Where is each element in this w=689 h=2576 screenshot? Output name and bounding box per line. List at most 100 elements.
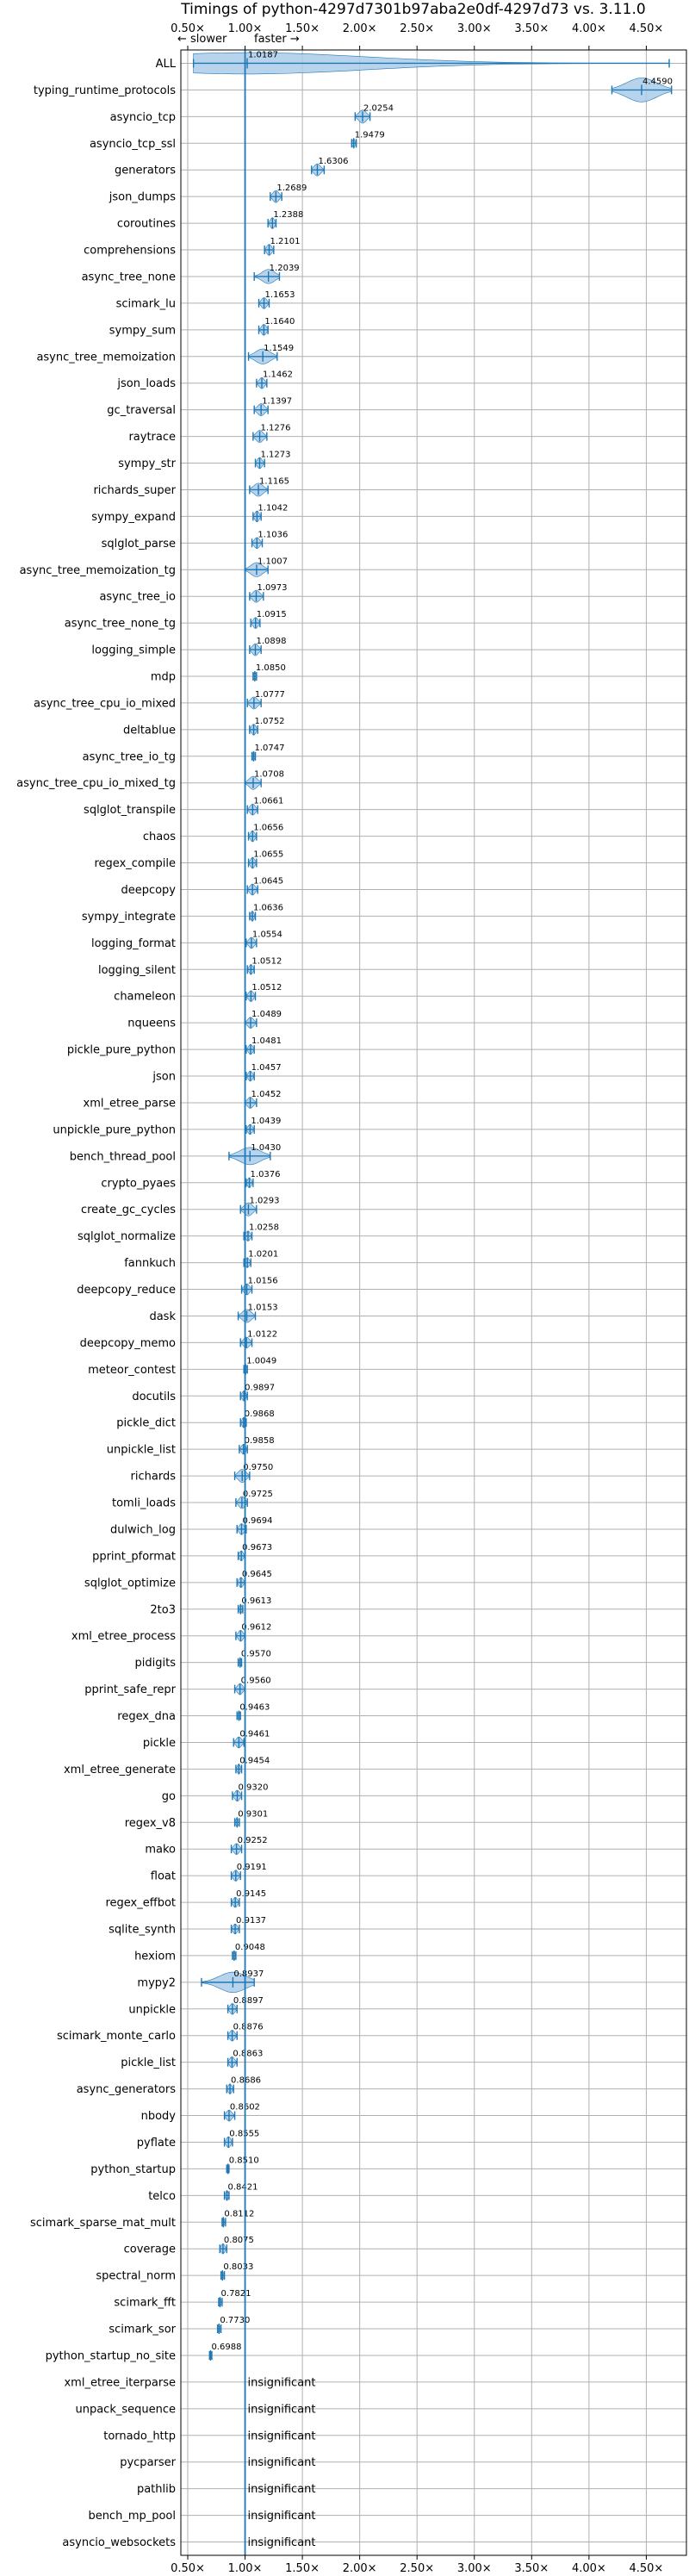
- category-label: sqlglot_parse: [102, 538, 176, 551]
- value-label: 1.0512: [251, 983, 282, 992]
- top-tick-label: 1.50×: [285, 22, 320, 35]
- category-label: nqueens: [127, 1017, 176, 1030]
- category-labels: ALL typing_runtime_protocols asyncio_tcpas…: [16, 58, 177, 2549]
- value-label: 1.0049: [246, 1356, 276, 1366]
- category-label: regex_effbot: [105, 1897, 176, 1910]
- value-label: 0.8112: [224, 2209, 254, 2218]
- value-label: 0.9137: [236, 1916, 266, 1926]
- value-label: 0.9673: [242, 1543, 272, 1552]
- value-label: 0.9897: [245, 1383, 275, 1392]
- plot-area: 1.0187 4.4590 2.0254 1.9479 1.6306 1.2689 1.23…: [192, 50, 673, 2555]
- value-label: 1.0457: [251, 1063, 282, 1073]
- violin-fannkuch: 1.0201: [243, 1250, 278, 1268]
- value-label: 1.0452: [251, 1090, 282, 1099]
- value-label: 0.9725: [243, 1490, 273, 1499]
- value-label: 1.0636: [253, 903, 283, 912]
- category-label: async_tree_memoization_tg: [20, 564, 176, 577]
- violin-nqueens: 1.0489: [244, 1010, 282, 1029]
- violin-xml_etree_process: 0.9612: [235, 1623, 271, 1642]
- category-label: sympy_str: [118, 457, 176, 470]
- violin-deltablue: 1.0752: [249, 717, 285, 736]
- category-label: generators: [115, 165, 176, 177]
- category-label: pycparser: [120, 2456, 176, 2469]
- violin-scimark_monte_carlo: 0.8876: [227, 2023, 264, 2042]
- violin-sqlglot_parse: 1.1036: [251, 530, 288, 550]
- category-label: deepcopy_memo: [80, 1337, 176, 1350]
- value-label: 1.2689: [276, 184, 307, 193]
- category-label: crypto_pyaes: [101, 1177, 176, 1190]
- violin-xml_etree_parse: 1.0452: [244, 1090, 282, 1109]
- value-label: 1.2039: [270, 264, 300, 273]
- insignificant-label: insignificant: [248, 2483, 316, 2496]
- category-label: regex_dna: [117, 1710, 176, 1723]
- category-label: xml_etree_iterparse: [64, 2376, 176, 2389]
- category-label: logging_silent: [98, 964, 176, 977]
- value-label: 0.9570: [241, 1650, 271, 1659]
- violin-typing_runtime_protocols: 4.4590: [611, 77, 673, 103]
- value-label: 1.1397: [262, 397, 292, 407]
- value-label: 1.1042: [258, 503, 288, 513]
- category-label: mako: [145, 1844, 176, 1857]
- category-label: bench_thread_pool: [70, 1150, 176, 1163]
- violin-nbody: 0.8602: [223, 2103, 260, 2122]
- category-label: logging_simple: [91, 644, 176, 657]
- category-label: float: [151, 1870, 176, 1883]
- violin-float: 0.9191: [230, 1863, 267, 1882]
- violin-pprint_pformat: 0.9673: [237, 1543, 272, 1562]
- category-label: asyncio_websockets: [62, 2536, 176, 2549]
- violin-mdp: 1.0850: [252, 663, 286, 681]
- value-label: 0.8897: [233, 1996, 264, 2006]
- category-label: pidigits: [135, 1657, 177, 1670]
- bottom-tick-label: 1.50×: [285, 2562, 320, 2575]
- violin-richards_super: 1.1165: [249, 476, 289, 497]
- category-label: comprehensions: [84, 245, 176, 258]
- value-label: 1.1549: [264, 344, 294, 353]
- category-label: pprint_safe_repr: [84, 1683, 176, 1696]
- category-label: meteor_contest: [88, 1364, 176, 1377]
- category-label: tornado_http: [103, 2430, 176, 2442]
- category-label: json_dumps: [109, 191, 176, 204]
- category-label: pprint_pformat: [92, 1550, 176, 1563]
- violin-richards: 0.9750: [233, 1463, 273, 1484]
- value-label: 0.9320: [238, 1783, 268, 1792]
- value-label: 0.8937: [233, 1969, 264, 1979]
- violin-async_tree_io_tg: 1.0747: [251, 744, 284, 762]
- category-label: sympy_sum: [109, 324, 176, 337]
- value-label: 0.9868: [245, 1409, 275, 1419]
- category-label: coverage: [124, 2243, 176, 2256]
- value-label: 1.9479: [355, 130, 385, 140]
- category-label: async_tree_io: [99, 591, 176, 604]
- category-label: 2to3: [150, 1603, 176, 1616]
- value-label: 0.9463: [239, 1703, 270, 1713]
- insignificant-label: insignificant: [248, 2376, 316, 2389]
- violin-sympy_sum: 1.1640: [258, 317, 295, 336]
- category-label: telco: [148, 2190, 176, 2203]
- category-label: bench_mp_pool: [88, 2510, 176, 2523]
- category-label: pickle_dict: [116, 1417, 176, 1430]
- violin-comprehensions: 1.2101: [264, 237, 301, 256]
- value-label: 1.0915: [257, 610, 287, 619]
- violin-logging_format: 1.0554: [245, 930, 282, 949]
- value-label: 1.0258: [249, 1223, 279, 1233]
- violin-raytrace: 1.1276: [252, 424, 291, 443]
- value-label: 0.9613: [241, 1596, 271, 1606]
- category-label: deepcopy_reduce: [77, 1284, 176, 1297]
- value-label: 2.0254: [363, 103, 394, 113]
- category-label: json: [152, 1071, 176, 1084]
- category-label: asyncio_tcp_ssl: [90, 138, 176, 151]
- category-label: nbody: [141, 2110, 177, 2123]
- value-label: 0.9252: [238, 1836, 268, 1845]
- chart-title: Timings of python-4297d7301b97aba2e0df-4…: [180, 1, 645, 18]
- category-label: regex_v8: [125, 1817, 176, 1830]
- violin-sympy_str: 1.1273: [254, 451, 290, 470]
- violin-async_tree_cpu_io_mixed: 1.0777: [246, 690, 285, 710]
- violin-2to3: 0.9613: [237, 1596, 271, 1615]
- value-label: 0.9461: [239, 1729, 270, 1739]
- category-label: asyncio_tcp: [110, 111, 176, 124]
- bottom-x-axis: 0.50× 1.00× 1.50× 2.00× 2.50× 3.00× 3.50× 4.00×…: [171, 2555, 663, 2575]
- category-label: async_tree_io_tg: [83, 750, 176, 763]
- insignificant-label: insignificant: [248, 2403, 316, 2416]
- value-label: 0.9858: [245, 1436, 275, 1446]
- category-label: sqlglot_transpile: [84, 804, 176, 817]
- violin-async_tree_memoization: 1.1549: [247, 344, 294, 364]
